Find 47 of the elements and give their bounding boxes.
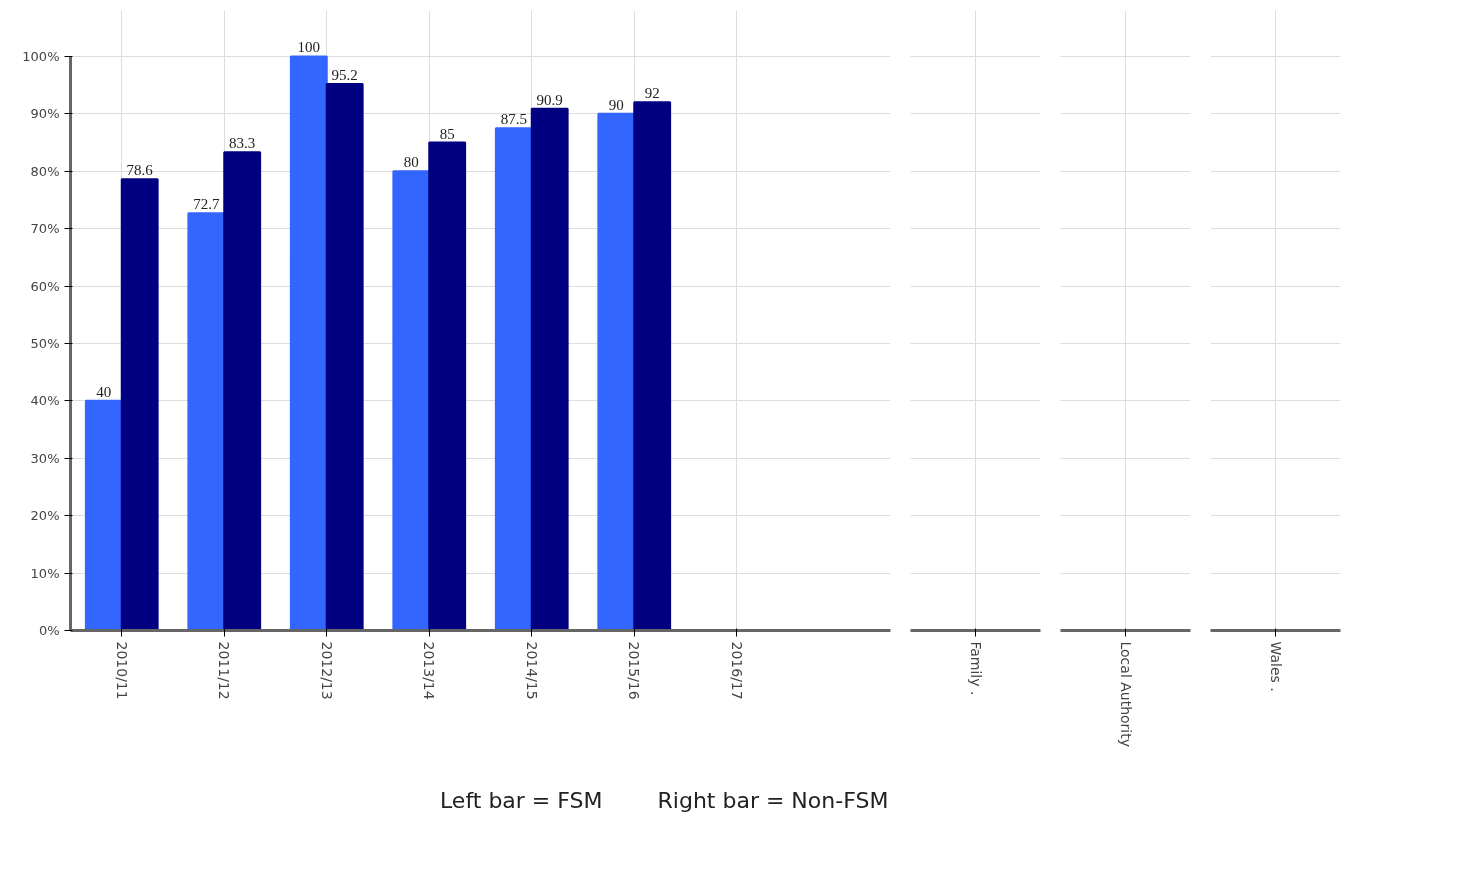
text: Left bar = FSM xyxy=(440,788,603,813)
bar xyxy=(494,127,533,631)
data-label: 100 xyxy=(297,39,321,56)
data-label: 95.2 xyxy=(331,66,358,83)
bar xyxy=(325,82,364,631)
bar xyxy=(120,178,159,631)
x-tick-label: 2015/16 xyxy=(626,641,643,700)
bar xyxy=(187,212,226,631)
x-tick-label: Local Authority xyxy=(1117,641,1134,748)
y-tick-label: 80% xyxy=(30,163,60,179)
bar xyxy=(530,107,569,631)
x-tick-label: 2013/14 xyxy=(421,641,438,700)
data-label: 90 xyxy=(608,96,624,113)
bar xyxy=(223,151,262,631)
bar xyxy=(289,55,328,631)
data-label: 85 xyxy=(439,125,455,142)
data-label: 92 xyxy=(644,85,660,102)
data-label: 87.5 xyxy=(500,111,527,128)
x-tick-label: 2014/15 xyxy=(523,641,540,700)
y-tick-label: 90% xyxy=(30,106,60,122)
bar xyxy=(392,170,431,631)
y-tick-label: 0% xyxy=(38,623,60,638)
y-tick-label: 20% xyxy=(30,508,60,524)
y-tick-label: 70% xyxy=(30,221,60,237)
data-label: 40 xyxy=(96,383,112,400)
x-tick-label: 2011/12 xyxy=(216,641,233,700)
x-tick-label: 2012/13 xyxy=(318,641,335,700)
data-label: 80 xyxy=(403,154,419,171)
x-tick-label: 2016/17 xyxy=(728,641,745,700)
y-tick-label: 10% xyxy=(30,565,60,581)
data-label: 83.3 xyxy=(229,135,256,152)
data-label: 72.7 xyxy=(193,196,220,213)
bar xyxy=(84,399,123,631)
y-tick-label: 40% xyxy=(30,393,60,409)
text: Right bar = Non-FSM xyxy=(657,788,889,813)
bar xyxy=(633,101,672,631)
y-tick-label: 30% xyxy=(30,450,60,466)
x-tick-label: Family . xyxy=(967,641,984,696)
x-tick-label: Wales . xyxy=(1267,641,1284,692)
data-label: 78.6 xyxy=(126,162,154,179)
y-tick-label: 100% xyxy=(22,48,60,64)
x-tick-label: 2010/11 xyxy=(113,641,130,700)
y-tick-label: 60% xyxy=(30,278,60,294)
bar xyxy=(597,112,636,631)
data-label: 90.9 xyxy=(536,91,563,108)
bar xyxy=(428,141,467,631)
y-tick-label: 50% xyxy=(30,335,60,351)
